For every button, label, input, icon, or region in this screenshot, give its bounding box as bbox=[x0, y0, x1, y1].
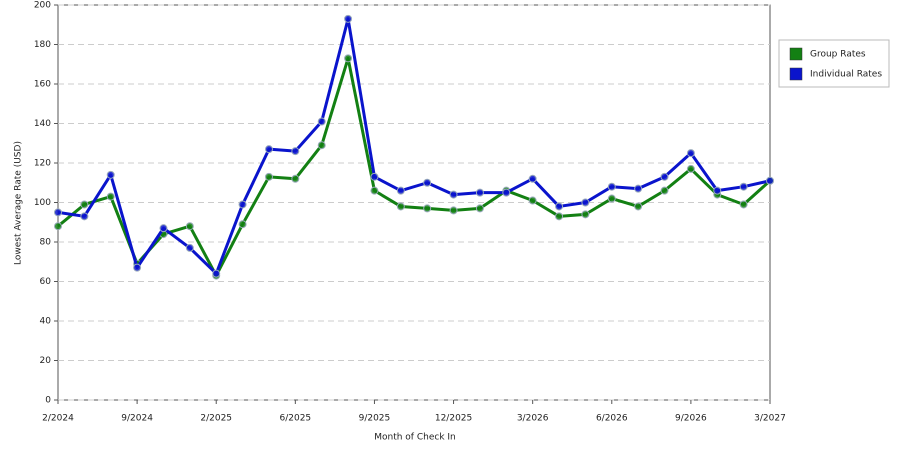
point-marker bbox=[555, 202, 564, 211]
point-marker bbox=[449, 190, 458, 199]
y-tick-label: 60 bbox=[40, 277, 52, 287]
point-marker bbox=[54, 222, 62, 231]
point-marker bbox=[106, 170, 115, 179]
point-marker bbox=[317, 117, 326, 126]
point-marker bbox=[291, 174, 300, 183]
point-marker bbox=[370, 186, 379, 195]
point-marker bbox=[634, 202, 643, 211]
point-marker bbox=[396, 202, 405, 211]
point-marker bbox=[80, 212, 89, 221]
x-tick-label: 12/2025 bbox=[435, 414, 472, 424]
point-marker bbox=[238, 220, 247, 229]
point-marker bbox=[423, 204, 432, 213]
y-tick-label: 100 bbox=[34, 198, 51, 208]
point-marker bbox=[475, 188, 484, 197]
point-marker bbox=[475, 204, 484, 213]
x-tick-label: 6/2025 bbox=[279, 414, 311, 424]
y-tick-label: 160 bbox=[34, 80, 51, 90]
point-marker bbox=[317, 141, 326, 150]
point-marker bbox=[607, 194, 616, 203]
point-marker bbox=[264, 145, 273, 154]
y-tick-label: 200 bbox=[34, 1, 51, 11]
x-tick-label: 2/2024 bbox=[42, 414, 74, 424]
point-marker bbox=[370, 172, 379, 181]
point-marker bbox=[528, 196, 537, 205]
point-marker bbox=[344, 54, 353, 63]
x-tick-label: 9/2024 bbox=[121, 414, 153, 424]
series-line bbox=[57, 17, 771, 276]
x-tick-label: 3/2026 bbox=[517, 414, 549, 424]
point-marker bbox=[264, 172, 273, 181]
point-marker bbox=[528, 174, 537, 183]
point-marker bbox=[581, 198, 590, 207]
point-marker bbox=[766, 176, 774, 185]
x-tick-label: 3/2027 bbox=[754, 414, 786, 424]
point-marker bbox=[291, 147, 300, 156]
point-marker bbox=[555, 212, 564, 221]
point-marker bbox=[686, 149, 695, 158]
point-marker bbox=[607, 182, 616, 191]
y-tick-label: 0 bbox=[45, 396, 51, 406]
point-marker bbox=[396, 186, 405, 195]
point-marker bbox=[502, 188, 511, 197]
y-tick-label: 140 bbox=[34, 119, 51, 129]
point-marker bbox=[739, 200, 748, 209]
y-tick-label: 180 bbox=[34, 40, 51, 50]
point-marker bbox=[713, 186, 722, 195]
point-marker bbox=[185, 243, 194, 252]
point-marker bbox=[344, 14, 353, 23]
y-tick-label: 20 bbox=[40, 356, 52, 366]
point-marker bbox=[660, 172, 669, 181]
point-marker bbox=[54, 208, 62, 217]
point-marker bbox=[185, 222, 194, 231]
legend-label: Individual Rates bbox=[810, 70, 882, 80]
point-marker bbox=[106, 192, 115, 201]
point-marker bbox=[133, 263, 142, 272]
series-line bbox=[57, 56, 772, 278]
point-marker bbox=[581, 210, 590, 219]
point-marker bbox=[238, 200, 247, 209]
point-marker bbox=[686, 164, 695, 173]
point-marker bbox=[634, 184, 643, 193]
point-marker bbox=[212, 269, 221, 278]
point-marker bbox=[739, 182, 748, 191]
point-marker bbox=[423, 178, 432, 187]
y-axis-title: Lowest Average Rate (USD) bbox=[14, 141, 24, 265]
x-tick-label: 9/2026 bbox=[675, 414, 707, 424]
legend-swatch bbox=[789, 67, 803, 81]
point-marker bbox=[660, 186, 669, 195]
x-tick-label: 2/2025 bbox=[200, 414, 232, 424]
x-tick-label: 6/2026 bbox=[596, 414, 628, 424]
legend-swatch bbox=[789, 47, 803, 61]
y-tick-label: 40 bbox=[40, 317, 52, 327]
x-tick-label: 9/2025 bbox=[359, 414, 391, 424]
point-marker bbox=[449, 206, 458, 215]
legend-label: Group Rates bbox=[810, 50, 866, 60]
y-tick-label: 120 bbox=[34, 159, 51, 169]
x-axis-title: Month of Check In bbox=[374, 433, 456, 443]
y-tick-label: 80 bbox=[40, 238, 52, 248]
point-marker bbox=[159, 224, 168, 233]
point-marker bbox=[80, 200, 89, 209]
